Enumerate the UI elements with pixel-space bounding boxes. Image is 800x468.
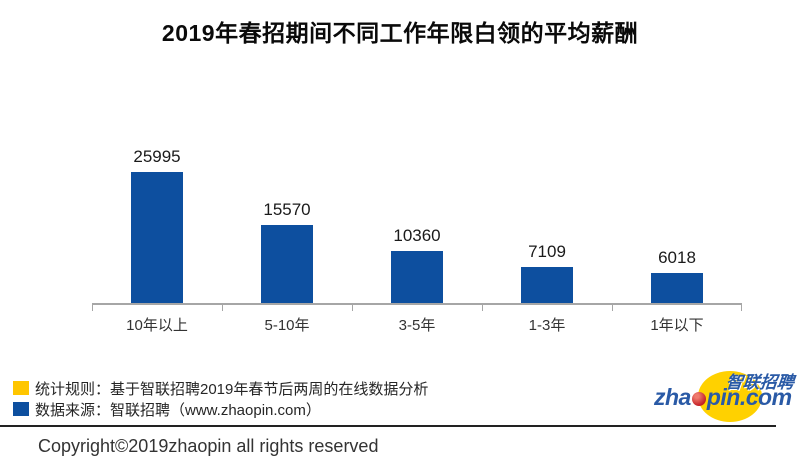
x-axis-category: 1-3年 — [528, 317, 566, 334]
bar-group: 6018 — [612, 128, 742, 303]
x-axis-labels: 10年以上 5-10年 3-5年 1-3年 1年以下 — [92, 314, 742, 335]
copyright-text: Copyright©2019zhaopin all rights reserve… — [38, 436, 379, 456]
zhaopin-logo: 智联招聘 zha pin.com — [648, 360, 800, 424]
x-axis-category: 10年以上 — [126, 317, 188, 334]
bar-value-label: 25995 — [133, 147, 181, 166]
bar — [131, 172, 183, 303]
x-axis-category: 1年以下 — [650, 317, 704, 334]
logo-yellow-ellipse — [698, 371, 762, 422]
legend: 统计规则：基于智联招聘2019年春节后两周的在线数据分析 数据来源：智联招聘（w… — [13, 378, 428, 420]
bar-chart: 25995 15570 10360 7109 6018 — [92, 128, 742, 303]
bar-group: 25995 — [92, 128, 222, 303]
bar-group: 10360 — [352, 128, 482, 303]
legend-swatch-blue — [13, 402, 29, 416]
legend-label: 数据来源：智联招聘（www.zhaopin.com） — [35, 401, 321, 419]
chart-title: 2019年春招期间不同工作年限白领的平均薪酬 — [161, 20, 639, 46]
bar-group: 15570 — [222, 128, 352, 303]
bar-value-label: 7109 — [528, 242, 566, 261]
bar — [261, 225, 313, 303]
logo-wordmark-prefix: zha — [654, 384, 691, 410]
axis-tick — [612, 303, 613, 311]
bar-value-label: 15570 — [263, 200, 311, 219]
x-axis-ticks — [92, 303, 742, 311]
logo-wordmark: zha pin.com — [654, 384, 792, 411]
bar-group: 7109 — [482, 128, 612, 303]
legend-row-stat-rule: 统计规则：基于智联招聘2019年春节后两周的在线数据分析 — [13, 378, 428, 398]
axis-tick — [222, 303, 223, 311]
bar — [521, 267, 573, 303]
x-axis-line — [92, 303, 742, 305]
x-axis-category: 3-5年 — [398, 317, 436, 334]
axis-tick — [92, 303, 93, 311]
axis-tick — [741, 303, 742, 311]
axis-tick — [482, 303, 483, 311]
legend-swatch-yellow — [13, 381, 29, 395]
logo-red-dot-icon — [691, 392, 706, 406]
bar — [391, 251, 443, 303]
logo-wordmark-suffix: pin.com — [706, 384, 792, 410]
legend-label: 统计规则：基于智联招聘2019年春节后两周的在线数据分析 — [35, 380, 429, 398]
bar — [651, 273, 703, 303]
legend-row-data-source: 数据来源：智联招聘（www.zhaopin.com） — [13, 399, 428, 419]
footer-divider — [0, 425, 776, 427]
bar-value-label: 10360 — [393, 226, 441, 245]
axis-tick — [352, 303, 353, 311]
x-axis-category: 5-10年 — [264, 317, 310, 334]
bar-value-label: 6018 — [658, 248, 696, 267]
